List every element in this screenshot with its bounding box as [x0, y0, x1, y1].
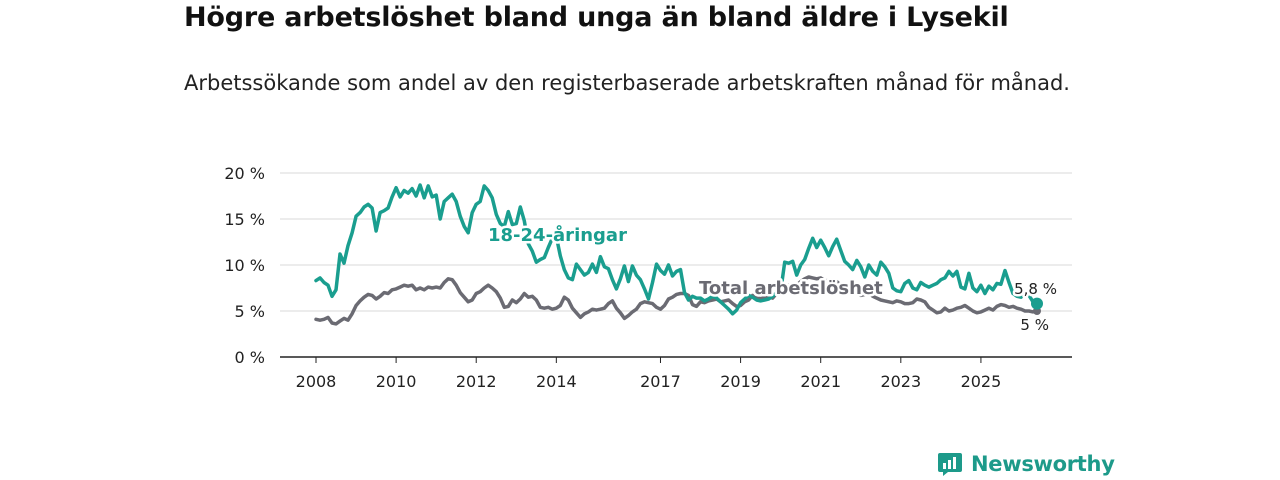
series-line-18-24 — [314, 183, 1039, 316]
x-axis: 2008 2010 2012 2014 2017 2019 2021 2023 2025 — [280, 356, 1072, 391]
x-tick-label: 2025 — [961, 372, 1002, 391]
y-tick-label: 20 % — [224, 164, 265, 183]
series-lines — [314, 183, 1039, 326]
y-tick-label: 5 % — [235, 302, 265, 321]
line-chart: 0 %5 %10 %15 %20 % 2008 2010 2012 2014 2017 2… — [224, 164, 1072, 391]
bar-chart-speech-bubble-icon — [938, 453, 962, 476]
end-label-total-halo: 5 % — [1020, 316, 1049, 334]
x-tick-label: 2019 — [720, 372, 761, 391]
series-line-total — [314, 275, 1039, 326]
page-title: Högre arbetslöshet bland unga än bland ä… — [184, 2, 1009, 33]
x-tick-label: 2014 — [536, 372, 577, 391]
label-18-24-halo: 18-24-åringar — [488, 224, 627, 246]
x-tick-label: 2008 — [296, 372, 337, 391]
end-label-18-24: 5,8 % — [1014, 280, 1057, 298]
x-tick-label: 2017 — [640, 372, 681, 391]
page-subtitle: Arbetssökande som andel av den registerb… — [184, 71, 1070, 95]
brand-name: Newsworthy — [971, 452, 1115, 476]
y-axis-ticks: 0 % 5 % 10 % 15 % 20 % — [224, 164, 265, 367]
label-total-halo: Total arbetslöshet — [699, 278, 883, 299]
brand-logo[interactable]: Newsworthy — [937, 448, 1115, 480]
x-tick-label: 2021 — [800, 372, 841, 391]
x-tick-label: 2012 — [456, 372, 497, 391]
y-tick-label: 15 % — [224, 210, 265, 229]
y-tick-label: 0 % — [235, 348, 265, 367]
end-label-total: 5 % — [1020, 316, 1049, 334]
label-18-24: 18-24-åringar — [488, 224, 627, 246]
label-total: Total arbetslöshet — [699, 278, 883, 299]
x-tick-label: 2010 — [376, 372, 417, 391]
end-label-18-24-halo: 5,8 % — [1014, 280, 1057, 298]
end-point-18-24 — [1031, 297, 1043, 310]
x-tick-label: 2023 — [880, 372, 921, 391]
y-tick-label: 10 % — [224, 256, 265, 275]
